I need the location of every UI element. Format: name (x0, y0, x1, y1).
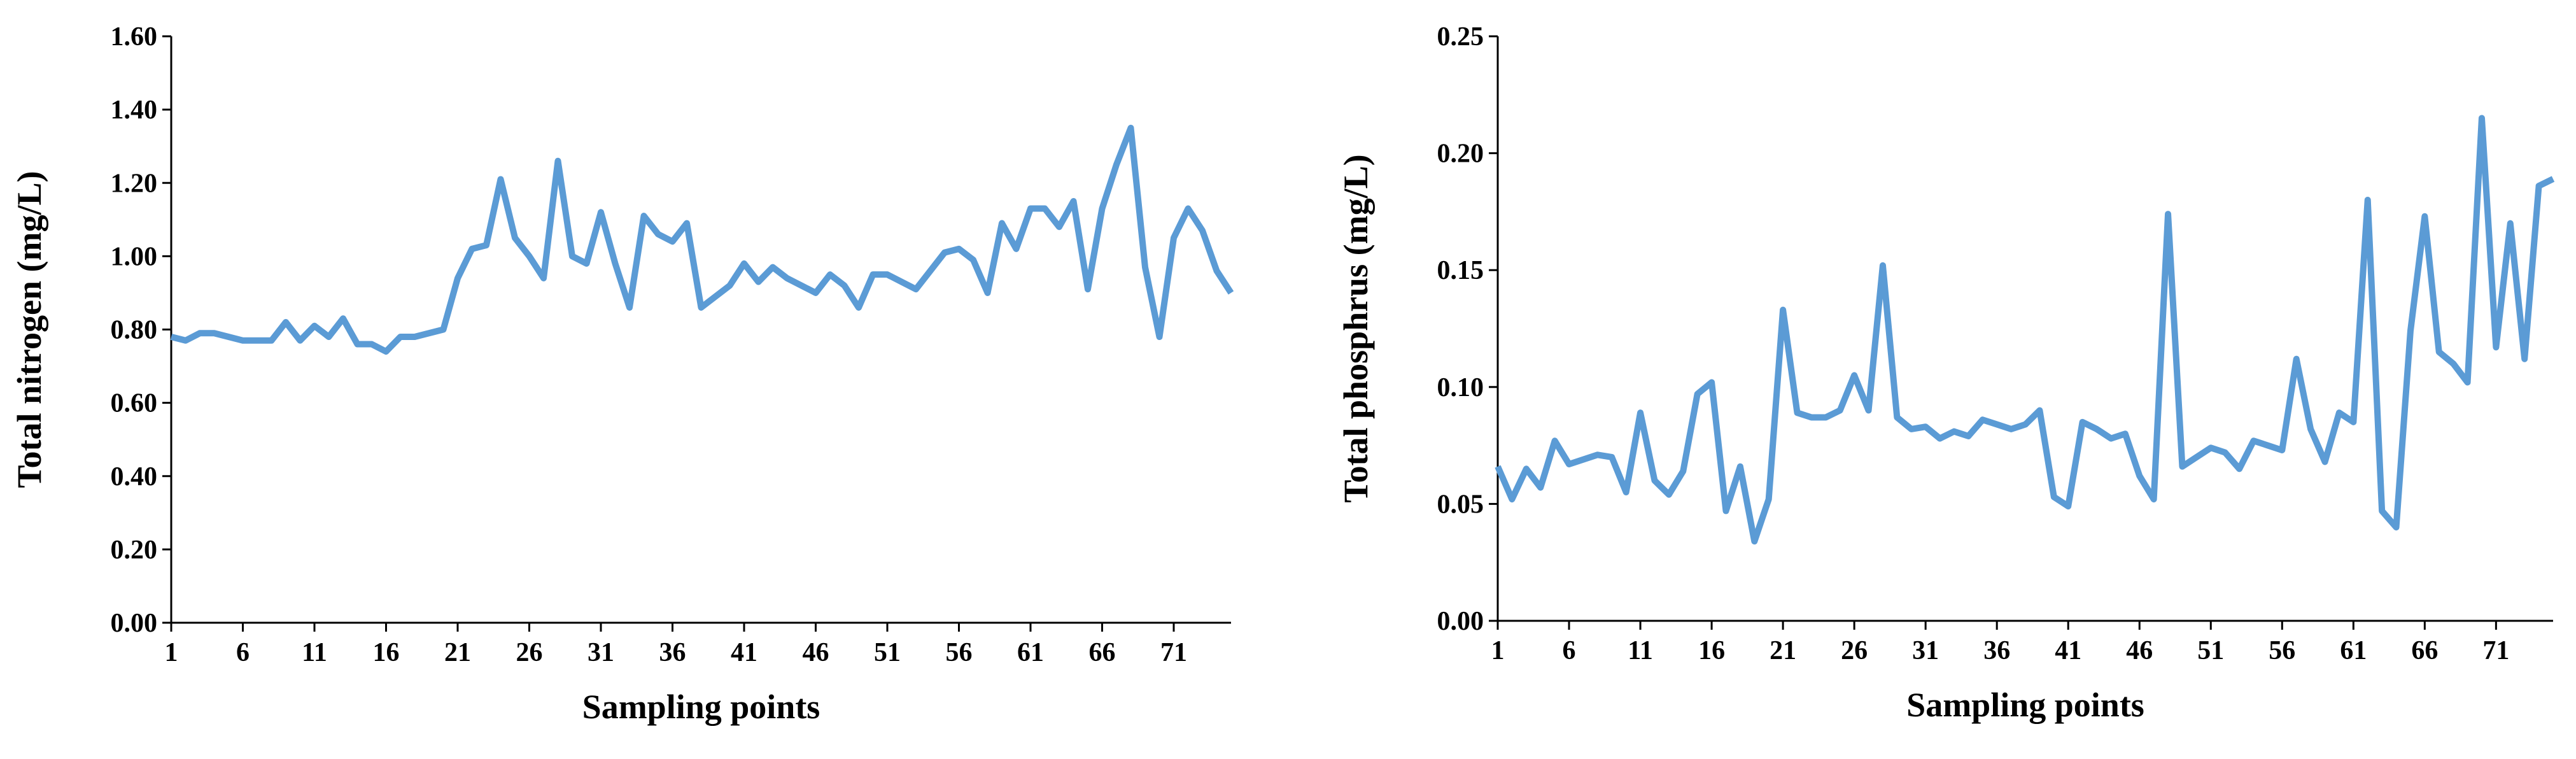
x-tick-label: 41 (731, 638, 757, 667)
x-tick-label: 71 (2482, 636, 2509, 665)
x-tick-label: 46 (2126, 636, 2153, 665)
y-tick-label: 0.40 (111, 462, 158, 492)
x-tick-label: 61 (2340, 636, 2367, 665)
x-tick-label: 71 (1160, 638, 1187, 667)
x-axis-title: Sampling points (1906, 686, 2144, 724)
x-tick-label: 66 (1089, 638, 1116, 667)
y-tick-label: 1.40 (111, 96, 158, 125)
y-tick-label: 0.15 (1437, 256, 1484, 285)
y-tick-label: 0.25 (1437, 22, 1484, 52)
y-axis-title: Total nitrogen (mg/L) (10, 171, 48, 488)
data-line (170, 124, 1234, 355)
y-tick-label: 0.80 (111, 316, 158, 345)
y-tick-label: 0.60 (111, 389, 158, 418)
y-tick-label: 0.20 (1437, 139, 1484, 169)
x-tick-label: 21 (444, 638, 471, 667)
y-tick-label: 1.00 (111, 242, 158, 271)
x-tick-label: 26 (1841, 636, 1868, 665)
x-tick-label: 16 (373, 638, 400, 667)
x-tick-label: 6 (236, 638, 250, 667)
x-tick-label: 16 (1698, 636, 1725, 665)
y-tick-label: 0.10 (1437, 373, 1484, 402)
x-tick-label: 46 (803, 638, 829, 667)
y-tick-label: 0.20 (111, 536, 158, 565)
x-tick-label: 26 (516, 638, 543, 667)
x-tick-label: 31 (588, 638, 614, 667)
data-line (1495, 115, 2555, 545)
x-axis-title: Sampling points (582, 688, 820, 726)
x-tick-label: 11 (1628, 636, 1653, 665)
x-tick-label: 36 (659, 638, 686, 667)
x-tick-label: 11 (302, 638, 327, 667)
y-tick-label: 0.05 (1437, 490, 1484, 519)
x-tick-label: 1 (1491, 636, 1505, 665)
x-tick-label: 51 (2197, 636, 2224, 665)
y-axis-title: Total phosphrus (mg/L) (1337, 154, 1375, 502)
y-tick-label: 1.60 (111, 22, 158, 52)
x-tick-label: 6 (1563, 636, 1576, 665)
x-tick-label: 41 (2055, 636, 2081, 665)
x-tick-label: 36 (1983, 636, 2010, 665)
x-tick-label: 1 (165, 638, 178, 667)
y-tick-label: 1.20 (111, 169, 158, 198)
x-tick-label: 21 (1770, 636, 1796, 665)
x-tick-label: 51 (874, 638, 901, 667)
x-tick-label: 56 (946, 638, 973, 667)
x-tick-label: 61 (1017, 638, 1044, 667)
x-tick-label: 56 (2269, 636, 2295, 665)
y-tick-label: 0.00 (111, 609, 158, 638)
x-tick-label: 66 (2411, 636, 2438, 665)
y-tick-label: 0.00 (1437, 607, 1484, 636)
x-tick-label: 31 (1912, 636, 1939, 665)
